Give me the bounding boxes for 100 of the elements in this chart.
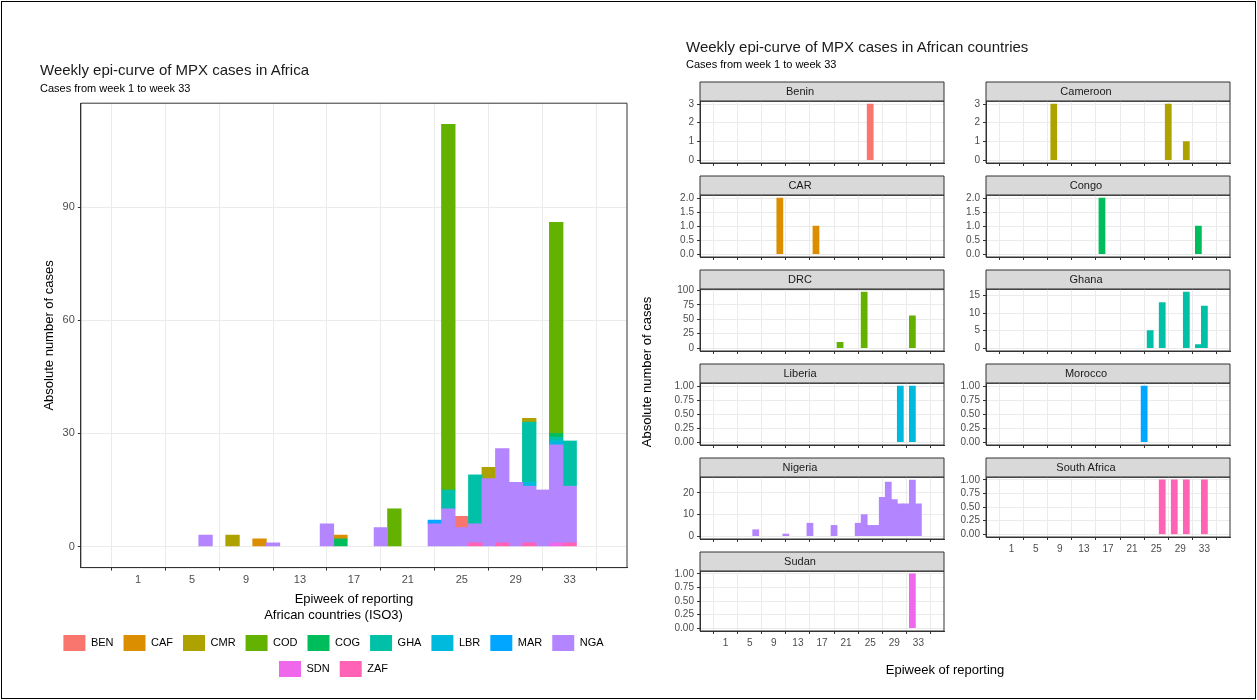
x-tick-label: 17 — [1102, 542, 1114, 554]
legend-title: African countries (ISO3) — [264, 607, 403, 623]
y-tick-label: 2.0 — [966, 191, 981, 203]
x-tick-label: 17 — [347, 573, 361, 586]
x-tick-label: 33 — [1198, 542, 1211, 554]
legend-label: MAR — [517, 636, 543, 649]
y-tick-label: 60 — [62, 313, 75, 326]
y-tick-label: 0.00 — [674, 622, 695, 634]
chart-title: Sudan — [784, 554, 816, 567]
y-tick-label: 3 — [688, 97, 695, 109]
y-tick-label: 1.00 — [960, 379, 981, 391]
bar — [860, 291, 868, 349]
x-tick-label: 29 — [509, 573, 522, 586]
bar — [908, 315, 916, 349]
y-tick-label: 15 — [968, 289, 981, 301]
x-tick-label: 1 — [1008, 542, 1015, 554]
legend-label: CAF — [151, 636, 174, 649]
bar — [265, 542, 281, 547]
bar — [562, 440, 577, 487]
x-tick-label: 25 — [1150, 542, 1163, 554]
y-tick-label: 0 — [68, 539, 75, 552]
y-tick-label: 0.00 — [674, 435, 695, 447]
bar — [252, 538, 267, 547]
y-tick-label: 1 — [974, 135, 981, 147]
y-tick-label: 75 — [682, 298, 695, 310]
y-tick-label: 0.0 — [680, 247, 695, 259]
y-tick-label: 0.75 — [960, 393, 981, 405]
y-tick-label: 1.00 — [674, 567, 695, 579]
x-tick-label: 21 — [1126, 542, 1139, 554]
x-tick-label: 5 — [1032, 542, 1039, 554]
y-tick-label: 0.0 — [966, 247, 981, 259]
bar — [549, 542, 564, 547]
bar — [522, 421, 537, 483]
y-axis-title: Absolute number of cases — [41, 259, 57, 411]
x-tick-label: 13 — [1078, 542, 1090, 554]
chart-subtitle: Cases from week 1 to week 33 — [40, 81, 191, 94]
text: Epiweek of reporting — [885, 662, 1005, 677]
y-tick-label: 1 — [688, 135, 695, 147]
chart-title: CAR — [788, 178, 812, 191]
x-tick-label: 13 — [293, 573, 307, 586]
bar — [1146, 330, 1154, 349]
legend-label: NGA — [579, 636, 605, 649]
bar — [562, 542, 577, 547]
y-tick-label: 3 — [974, 97, 981, 109]
y-tick-label: 30 — [62, 426, 75, 439]
y-tick-label: 2 — [688, 116, 695, 128]
x-tick-label: 25 — [455, 573, 468, 586]
y-tick-label: 2.0 — [680, 191, 695, 203]
y-tick-label: 100 — [677, 284, 695, 296]
bar — [549, 221, 564, 434]
chart-title: South Africa — [1056, 460, 1117, 473]
bar — [495, 542, 510, 547]
x-tick-label: 9 — [1057, 542, 1064, 554]
y-tick-label: 50 — [682, 312, 695, 324]
y-tick-label: 0.75 — [960, 487, 981, 499]
legend-label: SDN — [306, 662, 330, 675]
x-tick-label: 5 — [746, 636, 753, 648]
chart-title: Congo — [1069, 178, 1103, 191]
x-tick-label: 21 — [840, 636, 853, 648]
x-tick-label: 29 — [888, 636, 901, 648]
bar — [1158, 302, 1166, 349]
y-tick-label: 20 — [682, 486, 695, 498]
legend-label: ZAF — [367, 662, 389, 675]
bar — [387, 508, 402, 547]
x-tick-label: 25 — [864, 636, 877, 648]
y-tick-label: 0 — [688, 153, 695, 165]
y-tick-label: 0.25 — [674, 608, 695, 620]
bar — [836, 342, 844, 349]
y-tick-label: 25 — [682, 327, 695, 339]
chart-title: Cameroon — [1060, 84, 1112, 97]
text: Absolute number of cases — [638, 296, 654, 448]
bar — [468, 474, 483, 525]
chart-title: DRC — [788, 272, 812, 285]
y-tick-label: 0.5 — [680, 233, 695, 245]
y-tick-label: 0.25 — [674, 421, 695, 433]
bar — [522, 542, 537, 547]
legend-label: COG — [335, 636, 361, 649]
legend-label: BEN — [90, 636, 114, 649]
legend-label: CMR — [210, 636, 236, 649]
x-tick-label: 9 — [242, 573, 250, 586]
y-tick-label: 0.75 — [674, 393, 695, 405]
chart-title: Benin — [785, 84, 815, 97]
x-tick-label: 9 — [771, 636, 778, 648]
legend-label: COD — [273, 636, 298, 649]
bar — [468, 542, 483, 547]
y-tick-label: 0 — [974, 153, 981, 165]
y-tick-label: 10 — [682, 508, 695, 520]
x-tick-label: 13 — [792, 636, 804, 648]
y-tick-label: 0.25 — [960, 421, 981, 433]
y-tick-label: 0.50 — [674, 407, 695, 419]
y-tick-label: 0 — [688, 341, 695, 353]
chart-title: Nigeria — [782, 460, 819, 473]
x-tick-label: 1 — [722, 636, 729, 648]
bar — [752, 529, 760, 537]
bar — [225, 534, 240, 547]
legend-label: GHA — [397, 636, 423, 649]
y-tick-label: 5 — [974, 324, 981, 336]
x-tick-label: 33 — [912, 636, 925, 648]
y-tick-label: 0 — [974, 341, 981, 353]
y-tick-label: 2 — [974, 116, 981, 128]
